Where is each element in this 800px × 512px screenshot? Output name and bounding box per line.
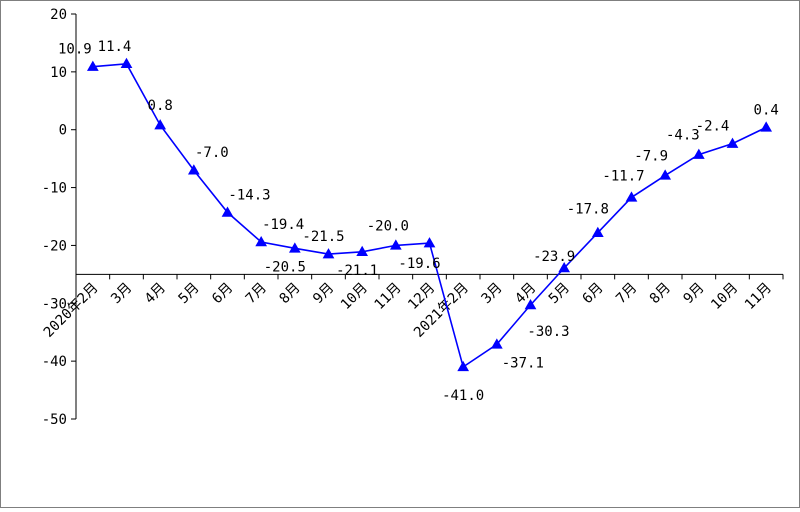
data-label: 11.4: [98, 39, 132, 55]
data-point-marker: [187, 164, 200, 175]
data-labels: 10.9 11.4 0.8 -7.0 -14.3 -19.4 -20.5 -21.5 -21.1…: [58, 39, 779, 404]
data-label: -21.1: [336, 263, 378, 279]
data-label: -11.7: [602, 168, 644, 184]
x-tick-label: 8月: [276, 280, 303, 307]
y-tick-label: 10: [50, 65, 67, 81]
data-label: -7.0: [195, 145, 229, 161]
data-label: -20.0: [367, 218, 409, 234]
y-tick-label: 0: [59, 123, 67, 139]
data-point-marker: [389, 239, 402, 250]
data-point-marker: [490, 338, 503, 349]
y-tick-label: -10: [42, 181, 67, 197]
series-plot: [86, 57, 773, 372]
x-tick-label: 11月: [372, 280, 405, 313]
data-point-marker: [726, 137, 739, 148]
data-label: 10.9: [58, 42, 92, 58]
x-tick-label: 8月: [647, 280, 674, 307]
data-point-marker: [423, 237, 436, 248]
y-tick-label: -20: [42, 238, 67, 254]
y-tick-label: -50: [42, 412, 67, 428]
data-point-marker: [154, 119, 167, 130]
data-point-marker: [322, 248, 335, 259]
x-tick-label: 7月: [243, 280, 270, 307]
data-label: -2.4: [696, 119, 730, 135]
y-tick-label: -30: [42, 296, 67, 312]
y-tick-label: 20: [50, 7, 67, 23]
data-label: -17.8: [567, 202, 609, 218]
x-tick-label: 11月: [742, 280, 775, 313]
data-point-marker: [356, 245, 369, 257]
data-label: -19.6: [398, 256, 440, 272]
data-label: -4.3: [666, 128, 700, 144]
x-tick-label: 5月: [175, 280, 202, 307]
x-tick-label: 4月: [142, 280, 169, 307]
x-tick-label: 4月: [512, 280, 539, 307]
data-label: 0.8: [148, 98, 173, 114]
x-tick-label: 9月: [680, 280, 707, 307]
x-tick-label: 9月: [310, 280, 337, 307]
data-point-marker: [692, 148, 705, 159]
data-point-marker: [760, 121, 773, 132]
x-tick-label: 6月: [209, 280, 236, 307]
x-tick-label: 3月: [478, 280, 505, 307]
data-point-marker: [255, 235, 268, 247]
y-tick-label: -40: [42, 354, 67, 370]
x-tick-label: 10月: [338, 280, 371, 313]
data-label: -21.5: [302, 229, 344, 245]
data-point-marker: [591, 226, 604, 237]
x-tick-label: 10月: [708, 280, 741, 313]
data-label: -20.5: [264, 259, 306, 275]
x-tick-label: 3月: [108, 280, 135, 307]
data-point-marker: [288, 242, 301, 253]
data-point-marker: [221, 206, 234, 217]
data-point-marker: [558, 261, 571, 273]
data-point-marker: [86, 60, 99, 71]
x-tick-label: 6月: [579, 280, 606, 307]
data-label: -14.3: [228, 187, 270, 203]
data-label: -37.1: [502, 355, 544, 371]
y-axis: 20 10 0 -10 -20 -30 -40 -50: [42, 7, 77, 428]
x-tick-label: 7月: [613, 280, 640, 307]
data-point-marker: [524, 299, 537, 310]
data-label: -41.0: [442, 388, 484, 404]
data-label: -23.9: [533, 249, 575, 265]
data-label: -19.4: [262, 217, 304, 233]
data-point-marker: [625, 191, 638, 202]
data-label: -30.3: [527, 324, 569, 340]
data-point-marker: [120, 57, 133, 69]
data-label: 0.4: [754, 102, 779, 118]
data-point-marker: [457, 360, 470, 372]
data-label: -7.9: [634, 148, 668, 164]
data-point-marker: [659, 169, 672, 180]
